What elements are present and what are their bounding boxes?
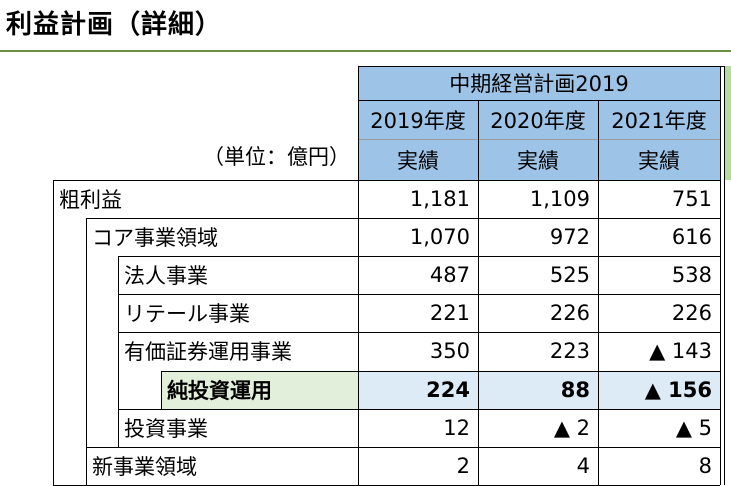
column-kind: 実績 [358,139,478,180]
row-value: 226 [549,301,590,326]
row-value: 224 [426,377,470,402]
row-value: ▲ 156 [644,377,712,402]
row-label: 投資事業 [124,416,208,441]
next-plan-cell [724,409,731,447]
next-plan-header [724,66,731,180]
table-rule [598,100,599,485]
table-rule [358,66,724,67]
next-plan-cell [724,218,731,256]
row-value: 4 [576,453,590,478]
table-rule [53,484,720,486]
row-label: 純投資運用 [167,378,272,403]
row-value: 525 [549,263,590,288]
row-value: 8 [698,453,712,478]
highlight-label-bg [161,370,358,409]
row-label: 有価証券運用事業 [124,340,292,365]
table-rule [478,100,479,485]
row-value: 12 [443,415,470,440]
table-rule [118,332,720,334]
row-value: 223 [549,339,590,364]
next-plan-cell [724,256,731,294]
table-rule [118,256,119,447]
row-value: 1,070 [409,225,470,250]
column-year: 2019年度 [358,100,478,139]
row-value: 1,181 [409,187,470,212]
row-value: 487 [429,263,470,288]
row-value: ▲ 143 [649,339,712,364]
unit-label: （単位：億円） [203,145,350,169]
next-plan-cell [724,332,731,370]
next-plan-cell [724,294,731,332]
table-rule [118,256,720,258]
highlight-value-bg [358,370,720,409]
table-rule [118,408,720,410]
table-rule [86,218,87,485]
row-value: 1,109 [529,187,590,212]
table-rule [161,370,720,372]
table-rule [358,139,720,140]
row-value: 88 [560,377,590,402]
row-value: 751 [671,187,712,212]
row-label: リテール事業 [124,302,250,327]
table-rule [118,294,720,296]
next-plan-cell [724,447,731,485]
table-rule [720,66,721,485]
column-kind: 実績 [478,139,598,180]
row-label: コア事業領域 [92,226,218,251]
next-plan-cell [724,371,731,409]
row-value: 221 [429,301,470,326]
row-label: 粗利益 [59,188,122,213]
row-label: 新事業領域 [92,454,197,479]
row-value: 972 [549,225,590,250]
row-value: 226 [671,301,712,326]
row-value: 616 [671,225,712,250]
table-rule [53,180,54,485]
next-plan-cell [724,180,731,218]
table-rule [53,180,720,181]
row-value: 350 [429,339,470,364]
row-label: 法人事業 [124,264,208,289]
row-value: ▲ 2 [553,415,590,440]
column-kind: 実績 [598,139,720,180]
column-year: 2021年度 [598,100,720,139]
table-rule [86,446,720,448]
plan-header: 中期経営計画2019 [358,66,720,100]
table-rule [358,100,720,101]
column-year: 2020年度 [478,100,598,139]
table-rule [161,370,162,409]
table-rule [724,66,725,485]
row-value: ▲ 5 [675,415,712,440]
table-rule [86,218,720,220]
row-value: 538 [671,263,712,288]
title-divider [0,50,731,52]
page-title: 利益計画（詳細） [6,10,223,40]
row-value: 2 [456,453,470,478]
table-rule [358,66,359,485]
